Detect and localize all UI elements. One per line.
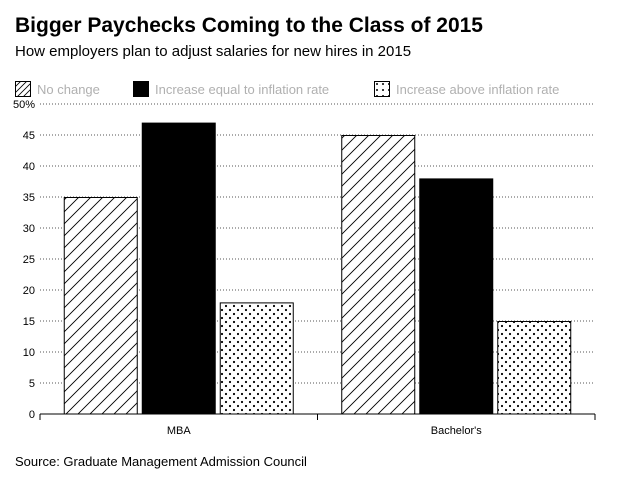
- y-tick-label: 20: [23, 285, 35, 297]
- chart-subtitle: How employers plan to adjust salaries fo…: [15, 43, 412, 60]
- source-note: Source: Graduate Management Admission Co…: [15, 454, 307, 469]
- x-category-label: Bachelor's: [431, 425, 483, 437]
- legend-item-above-inflation: Increase above inflation rate: [374, 80, 559, 98]
- dots-swatch-icon: [374, 81, 390, 97]
- bar-above-inflation-1: [497, 321, 572, 415]
- x-category-label: MBA: [167, 425, 192, 437]
- y-tick-label: 5: [29, 378, 35, 390]
- chart-title: Bigger Paychecks Coming to the Class of …: [15, 14, 483, 37]
- y-tick-label: 15: [23, 316, 35, 328]
- legend-label-above-inflation: Increase above inflation rate: [396, 81, 560, 97]
- bar-equal-inflation-0: [141, 122, 216, 415]
- bar-above-inflation-0: [219, 302, 294, 415]
- bar-no-change-0: [63, 197, 138, 415]
- legend-label-equal-inflation: Increase equal to inflation rate: [155, 81, 330, 97]
- y-tick-label: 25: [23, 254, 35, 266]
- y-tick-label: 35: [23, 192, 35, 204]
- hatch-swatch-icon: [15, 81, 31, 97]
- y-tick-label: 10: [23, 347, 35, 359]
- y-tick-label: 50%: [13, 99, 35, 111]
- y-tick-label: 40: [23, 161, 35, 173]
- solid-swatch-icon: [133, 81, 149, 97]
- legend-label-no-change: No change: [37, 81, 100, 97]
- legend-item-equal-inflation: Increase equal to inflation rate: [133, 80, 329, 98]
- bar-equal-inflation-1: [419, 178, 494, 415]
- legend: No change Increase equal to inflation ra…: [15, 80, 615, 100]
- y-tick-label: 30: [23, 223, 35, 235]
- legend-item-no-change: No change: [15, 80, 100, 98]
- y-tick-label: 45: [23, 130, 35, 142]
- y-tick-label: 0: [29, 409, 35, 421]
- bar-no-change-1: [341, 135, 416, 415]
